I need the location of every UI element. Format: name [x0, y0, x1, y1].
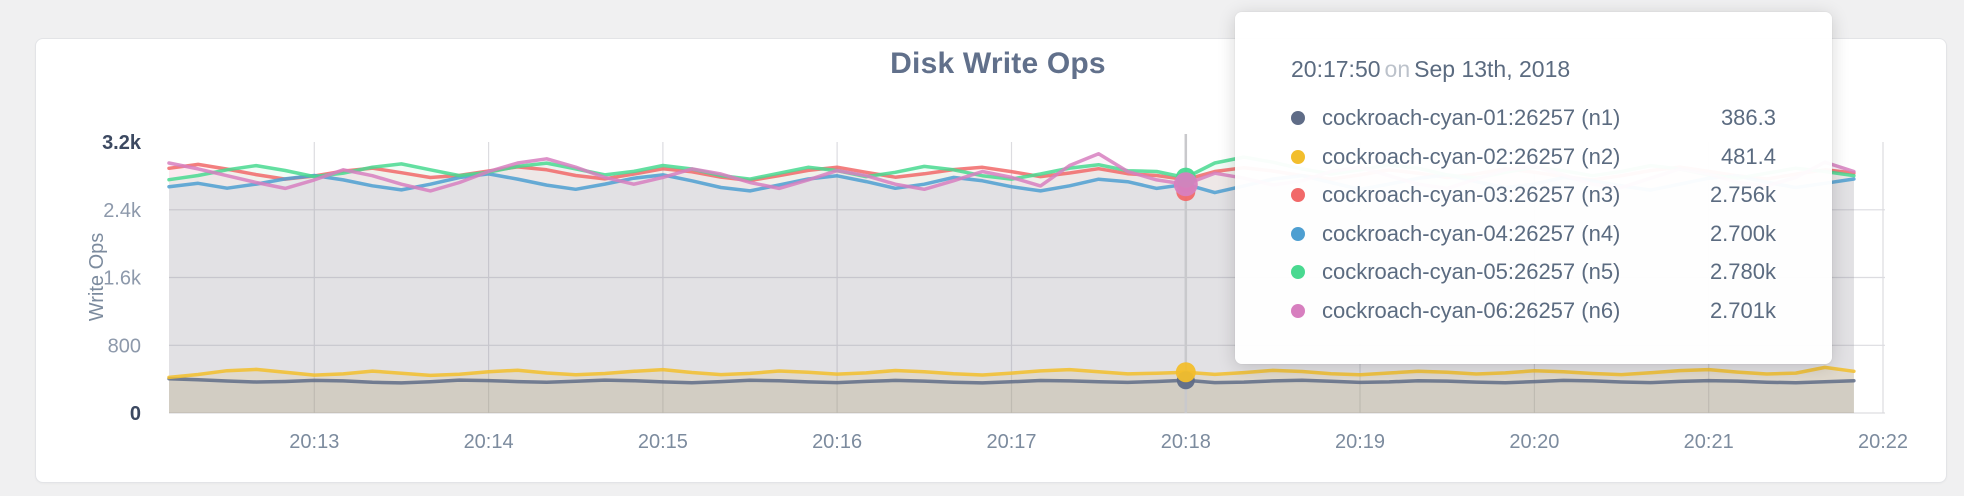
tooltip-series-row: cockroach-cyan-06:26257 (n6) 2.701k	[1291, 292, 1776, 331]
series-name: cockroach-cyan-06:26257 (n6)	[1322, 297, 1621, 323]
series-value: 481.4	[1720, 143, 1776, 169]
tooltip-series-row: cockroach-cyan-01:26257 (n1) 386.3	[1291, 99, 1776, 138]
tooltip-header: 20:17:50 on Sep 13th, 2018	[1291, 56, 1776, 83]
series-area-n2	[169, 367, 1854, 413]
x-tick-label: 20:21	[1684, 431, 1734, 453]
y-tick-label: 2.4k	[103, 200, 142, 222]
tooltip-series-row: cockroach-cyan-04:26257 (n4) 2.700k	[1291, 215, 1776, 254]
y-tick-label: 0	[130, 403, 141, 425]
x-tick-label: 20:18	[1161, 431, 1211, 453]
y-tick-label: 3.2k	[102, 132, 142, 154]
series-value: 2.700k	[1709, 220, 1776, 246]
tooltip-date: Sep 13th, 2018	[1414, 56, 1571, 82]
y-tick-label: 1.6k	[103, 268, 142, 290]
x-tick-label: 20:13	[289, 431, 339, 453]
series-color-dot-icon	[1291, 188, 1305, 203]
series-color-dot-icon	[1291, 265, 1305, 280]
series-color-dot-icon	[1291, 111, 1305, 126]
tooltip-series-row: cockroach-cyan-05:26257 (n5) 2.780k	[1291, 253, 1776, 292]
series-name: cockroach-cyan-05:26257 (n5)	[1322, 259, 1621, 285]
series-color-dot-icon	[1291, 303, 1305, 318]
series-line-n2	[167, 365, 1856, 380]
y-tick-label: 800	[108, 335, 141, 357]
series-name: cockroach-cyan-04:26257 (n4)	[1322, 220, 1621, 246]
x-tick-label: 20:14	[464, 431, 514, 453]
y-axis-title: Write Ops	[86, 233, 108, 322]
series-area-n1	[169, 378, 1854, 413]
x-tick-label: 20:22	[1858, 431, 1908, 453]
series-value: 2.756k	[1709, 182, 1776, 208]
chart-title: Disk Write Ops	[890, 47, 1106, 80]
tooltip-time: 20:17:50	[1291, 56, 1381, 82]
chart-tooltip: 20:17:50 on Sep 13th, 2018 cockroach-cyan-…	[1235, 12, 1832, 364]
series-value: 2.780k	[1709, 259, 1776, 285]
series-value: 2.701k	[1709, 297, 1776, 323]
x-tick-label: 20:17	[986, 431, 1036, 453]
series-name: cockroach-cyan-02:26257 (n2)	[1322, 143, 1621, 169]
series-name: cockroach-cyan-03:26257 (n3)	[1322, 182, 1621, 208]
x-tick-label: 20:19	[1335, 431, 1385, 453]
tooltip-series-row: cockroach-cyan-03:26257 (n3) 2.756k	[1291, 176, 1776, 215]
x-tick-label: 20:15	[638, 431, 688, 453]
series-line-n1	[167, 376, 1856, 385]
series-name: cockroach-cyan-01:26257 (n1)	[1322, 105, 1621, 131]
series-color-dot-icon	[1291, 149, 1305, 164]
series-value: 386.3	[1720, 105, 1776, 131]
tooltip-rows: cockroach-cyan-01:26257 (n1) 386.3 cockr…	[1291, 99, 1776, 330]
tooltip-on-word: on	[1384, 56, 1411, 82]
series-color-dot-icon	[1291, 226, 1305, 241]
x-tick-label: 20:16	[812, 431, 862, 453]
tooltip-series-row: cockroach-cyan-02:26257 (n2) 481.4	[1291, 138, 1776, 177]
hover-dot-n2	[1175, 362, 1196, 383]
x-tick-label: 20:20	[1509, 431, 1559, 453]
hover-dot-n6	[1173, 172, 1198, 197]
